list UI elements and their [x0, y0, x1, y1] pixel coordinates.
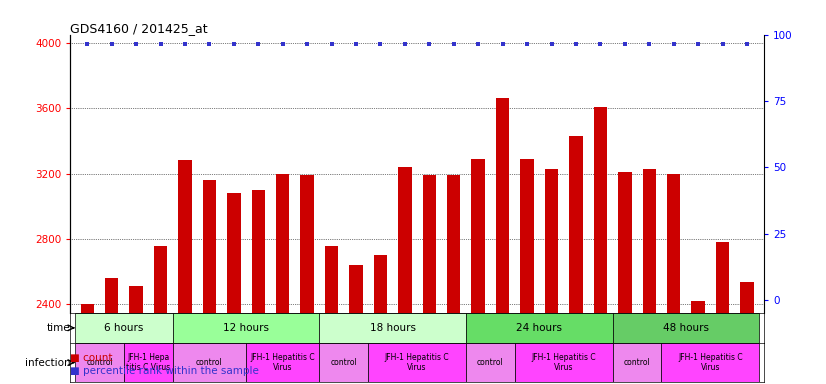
Bar: [75, 343, 124, 382]
Bar: [252, 190, 265, 313]
Bar: [515, 343, 613, 382]
Bar: [325, 245, 339, 313]
Point: [349, 41, 363, 48]
Bar: [740, 281, 753, 313]
Bar: [320, 343, 368, 382]
Bar: [691, 301, 705, 313]
Bar: [154, 245, 168, 313]
Bar: [423, 175, 436, 313]
Point: [423, 41, 436, 48]
Bar: [246, 343, 320, 382]
Bar: [466, 343, 515, 382]
Bar: [130, 286, 143, 313]
Bar: [613, 343, 662, 382]
Bar: [227, 193, 240, 313]
Point: [545, 41, 558, 48]
Bar: [716, 242, 729, 313]
Text: 12 hours: 12 hours: [223, 323, 269, 333]
Text: 18 hours: 18 hours: [370, 323, 415, 333]
Text: 48 hours: 48 hours: [663, 323, 709, 333]
Bar: [202, 180, 216, 313]
Text: control: control: [86, 358, 113, 367]
Point: [520, 41, 534, 48]
Point: [130, 41, 143, 48]
Text: control: control: [196, 358, 223, 367]
Point: [227, 41, 240, 48]
Bar: [398, 167, 411, 313]
Point: [618, 41, 631, 48]
Text: control: control: [624, 358, 650, 367]
Text: 6 hours: 6 hours: [104, 323, 144, 333]
Point: [643, 41, 656, 48]
Bar: [667, 174, 681, 313]
Text: ■ count: ■ count: [70, 353, 112, 363]
Point: [252, 41, 265, 48]
Point: [594, 41, 607, 48]
Bar: [447, 175, 461, 313]
Text: infection: infection: [25, 358, 71, 367]
Bar: [374, 255, 387, 313]
Text: control: control: [477, 358, 504, 367]
Text: GDS4160 / 201425_at: GDS4160 / 201425_at: [70, 22, 208, 35]
Point: [301, 41, 314, 48]
Bar: [520, 159, 534, 313]
Bar: [496, 98, 510, 313]
Bar: [75, 313, 173, 343]
Text: JFH-1 Hepa
titis C Virus: JFH-1 Hepa titis C Virus: [126, 353, 170, 372]
Bar: [349, 265, 363, 313]
Point: [325, 41, 338, 48]
Text: time: time: [47, 323, 71, 333]
Bar: [320, 313, 466, 343]
Point: [691, 41, 705, 48]
Point: [740, 41, 753, 48]
Point: [398, 41, 411, 48]
Text: 24 hours: 24 hours: [516, 323, 563, 333]
Point: [447, 41, 460, 48]
Point: [569, 41, 582, 48]
Bar: [124, 343, 173, 382]
Bar: [472, 159, 485, 313]
Bar: [105, 278, 118, 313]
Bar: [178, 161, 192, 313]
Point: [667, 41, 681, 48]
Point: [81, 41, 94, 48]
Point: [374, 41, 387, 48]
Point: [472, 41, 485, 48]
Bar: [613, 313, 759, 343]
Text: JFH-1 Hepatitis C
Virus: JFH-1 Hepatitis C Virus: [385, 353, 449, 372]
Bar: [466, 313, 613, 343]
Point: [178, 41, 192, 48]
Bar: [545, 169, 558, 313]
Bar: [569, 136, 582, 313]
Text: JFH-1 Hepatitis C
Virus: JFH-1 Hepatitis C Virus: [250, 353, 315, 372]
Bar: [594, 106, 607, 313]
Point: [276, 41, 289, 48]
Bar: [276, 174, 289, 313]
Point: [496, 41, 510, 48]
Point: [203, 41, 216, 48]
Bar: [643, 169, 656, 313]
Bar: [301, 175, 314, 313]
Text: JFH-1 Hepatitis C
Virus: JFH-1 Hepatitis C Virus: [531, 353, 596, 372]
Bar: [368, 343, 466, 382]
Point: [105, 41, 118, 48]
Text: control: control: [330, 358, 357, 367]
Point: [154, 41, 167, 48]
Bar: [662, 343, 759, 382]
Bar: [173, 343, 246, 382]
Point: [716, 41, 729, 48]
Bar: [618, 172, 632, 313]
Text: ■ percentile rank within the sample: ■ percentile rank within the sample: [70, 366, 259, 376]
Bar: [173, 313, 320, 343]
Text: JFH-1 Hepatitis C
Virus: JFH-1 Hepatitis C Virus: [678, 353, 743, 372]
Bar: [81, 305, 94, 313]
